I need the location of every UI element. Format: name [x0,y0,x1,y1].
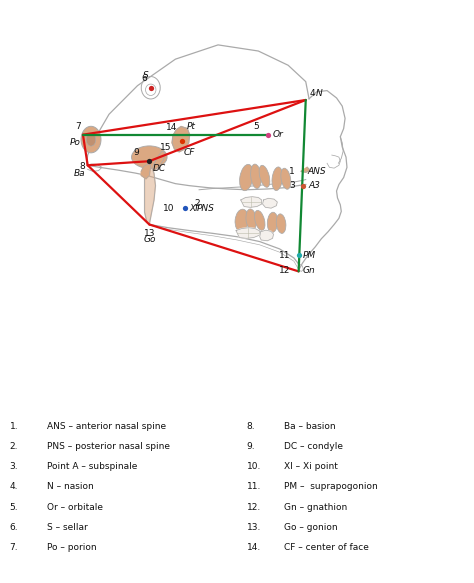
Text: 2: 2 [194,199,200,208]
Text: 6: 6 [141,74,147,83]
Text: 3.: 3. [9,462,18,471]
Text: Point A – subspinale: Point A – subspinale [47,462,138,471]
Text: CF – center of face: CF – center of face [284,543,369,552]
Text: 1: 1 [289,167,295,176]
Text: ANS – anterior nasal spine: ANS – anterior nasal spine [47,422,166,431]
Text: A3: A3 [308,181,320,190]
Ellipse shape [272,167,283,191]
Text: Ba – basion: Ba – basion [284,422,336,431]
Polygon shape [145,163,155,224]
Text: 12.: 12. [246,503,261,511]
Polygon shape [153,151,165,171]
Ellipse shape [246,209,256,230]
Text: 8: 8 [80,162,85,171]
Text: 7.: 7. [9,543,18,552]
Text: N – nasion: N – nasion [47,483,94,491]
Ellipse shape [259,166,270,187]
Text: Or – orbitale: Or – orbitale [47,503,103,511]
Text: 6.: 6. [9,522,18,532]
Text: 7: 7 [75,122,81,131]
Text: 11.: 11. [246,483,261,491]
Ellipse shape [86,133,96,146]
Ellipse shape [251,164,261,188]
Ellipse shape [267,212,278,233]
Text: XI: XI [190,203,198,213]
Text: Go: Go [144,235,156,244]
Text: 3: 3 [289,181,295,190]
Polygon shape [141,164,151,179]
Text: 12: 12 [279,266,290,275]
Text: 4: 4 [310,89,315,99]
Text: Gn – gnathion: Gn – gnathion [284,503,347,511]
Text: Go – gonion: Go – gonion [284,522,338,532]
Polygon shape [172,127,190,152]
Text: Po – porion: Po – porion [47,543,97,552]
Ellipse shape [276,214,286,233]
Ellipse shape [255,210,265,230]
Text: 2.: 2. [9,442,18,451]
Text: 10: 10 [163,203,174,213]
Text: S: S [143,71,148,80]
Text: PM –  suprapogonion: PM – suprapogonion [284,483,378,491]
Text: CF: CF [184,148,195,157]
Text: ANS: ANS [307,167,326,176]
Ellipse shape [235,209,248,231]
Polygon shape [301,167,310,172]
Text: Ba: Ba [73,169,85,178]
Text: XI – Xi point: XI – Xi point [284,462,338,471]
Ellipse shape [281,168,291,189]
Ellipse shape [131,146,167,168]
Text: 1.: 1. [9,422,18,431]
Text: PM: PM [302,251,316,259]
Ellipse shape [81,127,101,153]
Text: Gn: Gn [302,266,315,275]
Text: N: N [316,89,322,99]
Text: 14: 14 [166,123,178,132]
Text: 9.: 9. [246,442,255,451]
Polygon shape [236,228,260,238]
Text: 8.: 8. [246,422,255,431]
Text: 4.: 4. [9,483,18,491]
Ellipse shape [239,164,254,191]
Text: 9: 9 [133,148,139,157]
Polygon shape [260,230,273,241]
Text: 13.: 13. [246,522,261,532]
Text: 11: 11 [279,251,290,259]
Text: 13: 13 [144,229,155,238]
Text: DC: DC [153,164,166,174]
Text: S – sellar: S – sellar [47,522,88,532]
Text: Or: Or [273,130,283,139]
Text: DC – condyle: DC – condyle [284,442,343,451]
Text: PNS: PNS [197,203,215,213]
Text: 5.: 5. [9,503,18,511]
Text: 5: 5 [254,122,259,131]
Text: 14.: 14. [246,543,261,552]
Text: Po: Po [70,138,81,147]
Text: PNS – posterior nasal spine: PNS – posterior nasal spine [47,442,170,451]
Polygon shape [263,198,277,208]
Text: 10.: 10. [246,462,261,471]
Polygon shape [241,196,262,208]
Text: Pt: Pt [186,122,195,131]
Text: 15: 15 [160,143,171,152]
